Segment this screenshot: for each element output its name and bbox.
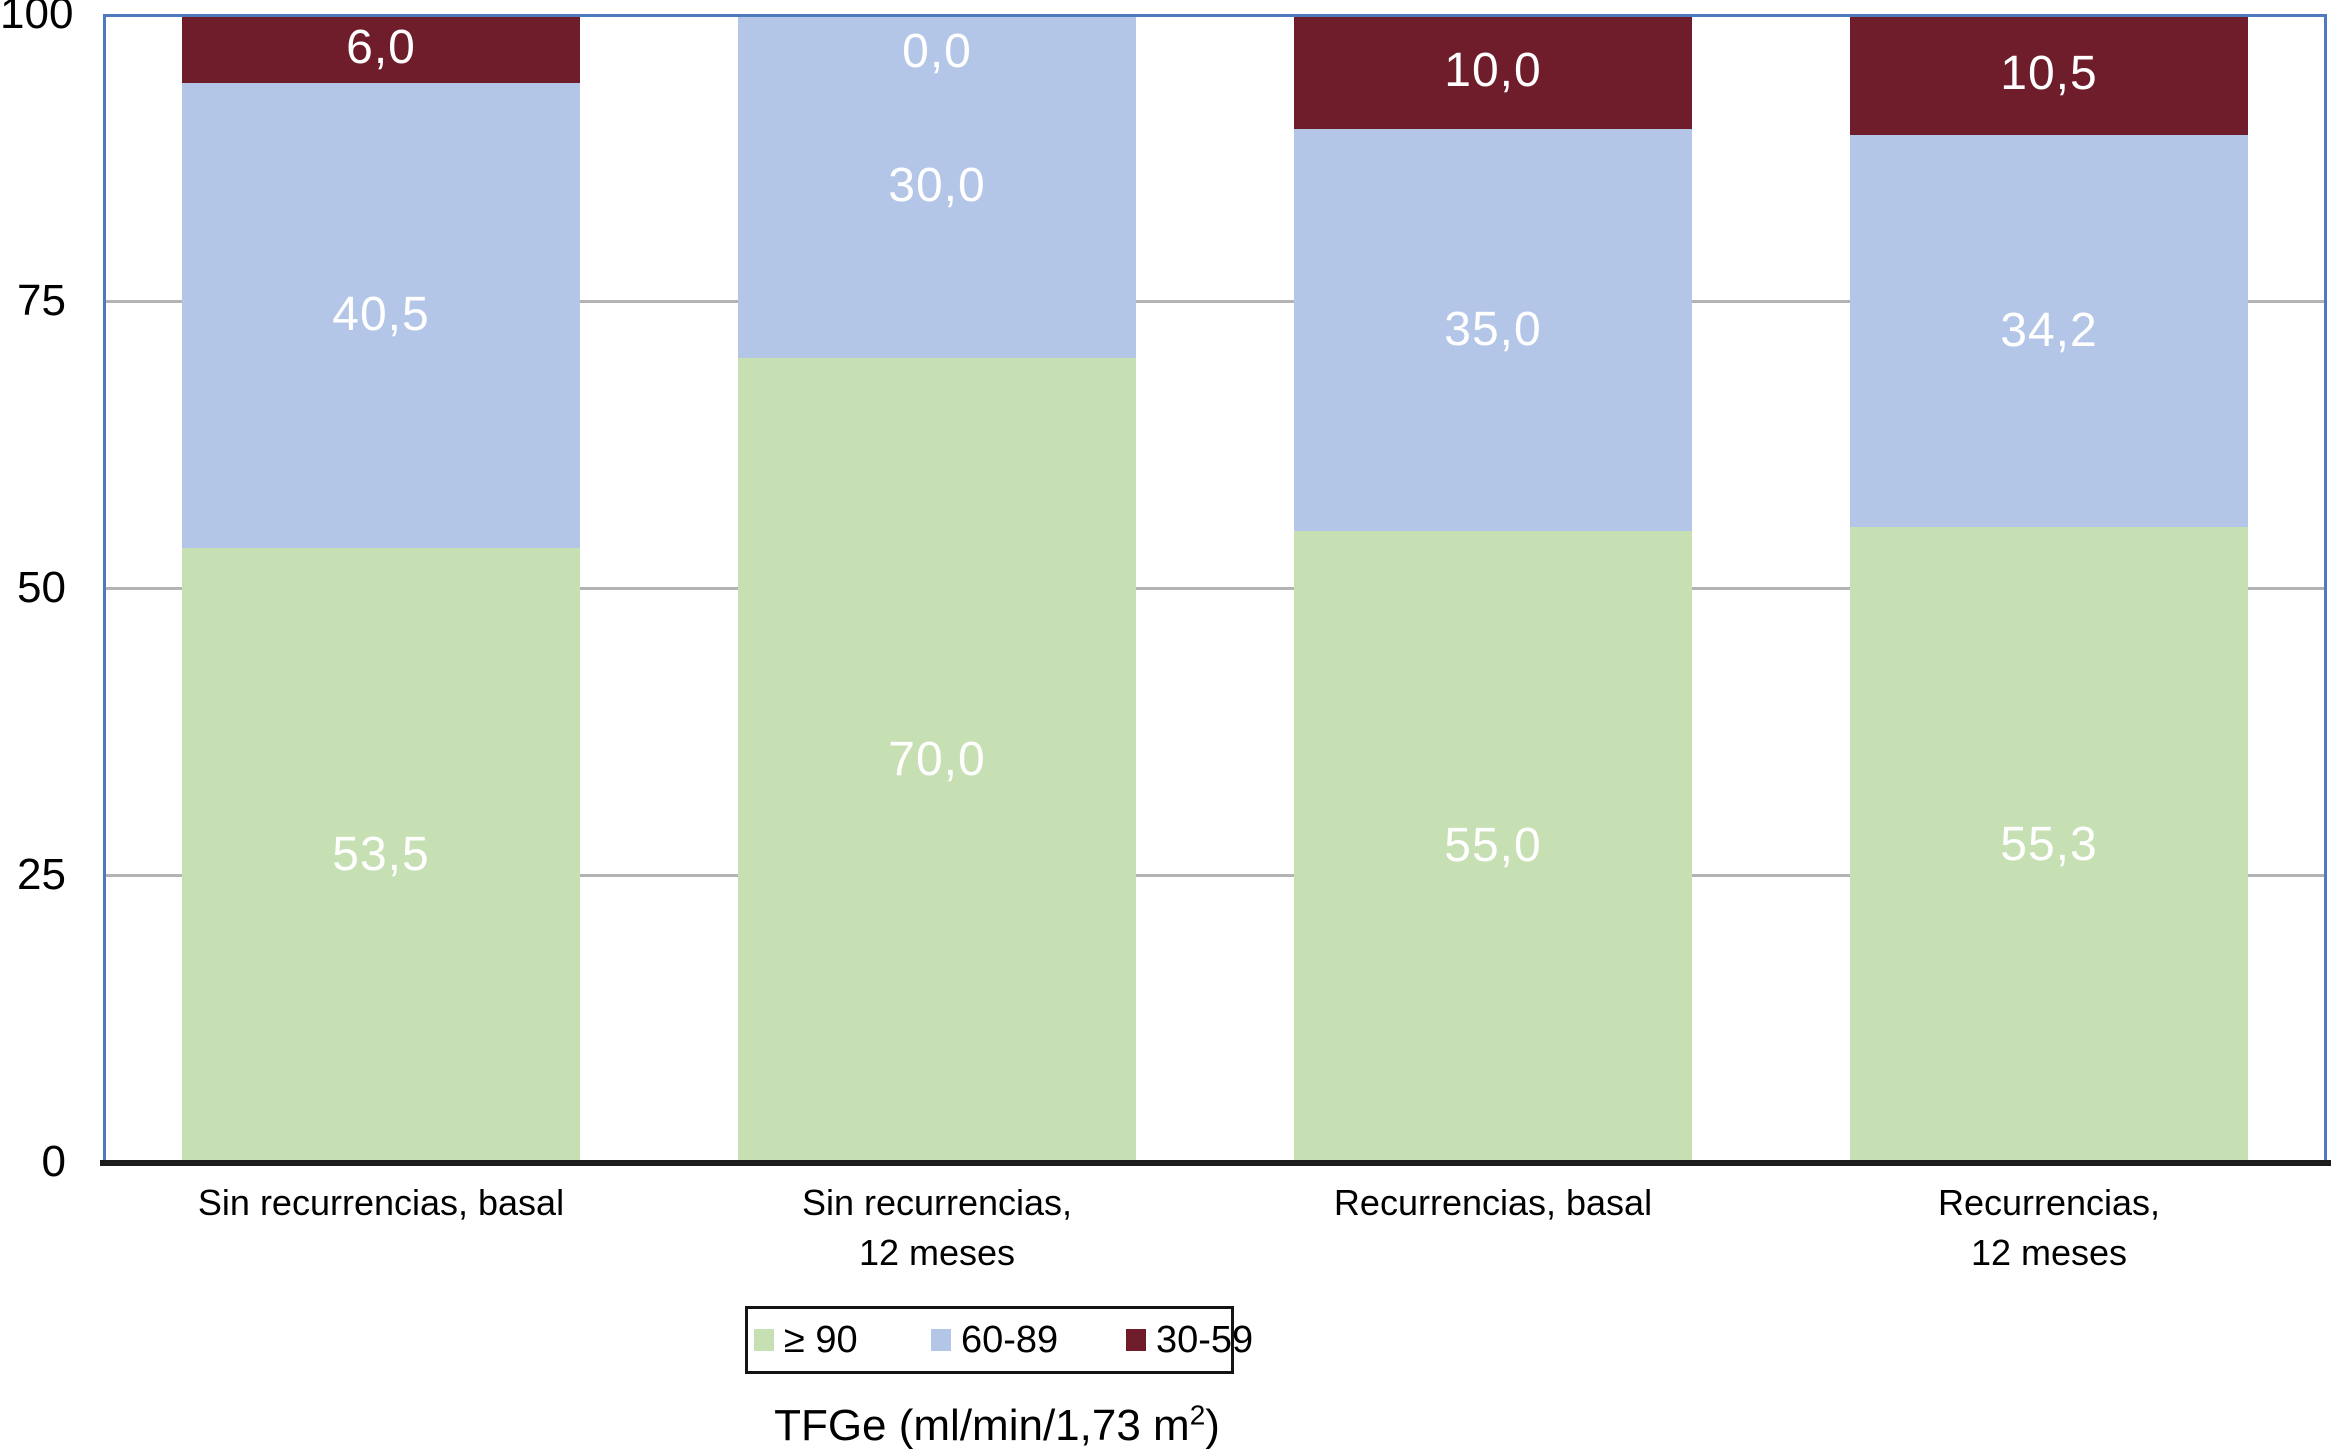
legend-swatch-icon	[1126, 1329, 1146, 1351]
gridline-75	[103, 299, 2327, 303]
bar-segment-cat3-series3	[1294, 14, 1692, 129]
y-tick-label-75: 75	[17, 276, 66, 325]
bar-segment-cat4-series1	[1850, 527, 2248, 1162]
bar-segment-cat3-series2	[1294, 128, 1692, 531]
x-axis-title: TFGe (ml/min/1,73 m2)	[597, 1400, 1397, 1452]
legend-box: ≥ 90 60-89 30-59	[745, 1306, 1253, 1374]
bar-segment-cat4-series3	[1850, 14, 2248, 135]
bar-value-label: 70,0	[888, 733, 986, 787]
bar-value-label: 30,0	[888, 159, 986, 213]
x-axis-title-text: TFGe (ml/min/1,73 m	[774, 1401, 1190, 1450]
gridline-50	[103, 586, 2327, 590]
bar-value-label: 10,0	[1444, 44, 1542, 98]
legend-swatch-icon	[931, 1329, 951, 1351]
legend-label: ≥ 90	[784, 1319, 858, 1361]
bar-segment-cat1-series1	[182, 547, 580, 1162]
bar-segment-cat1-series3	[182, 14, 580, 83]
x-axis-title-suffix: )	[1205, 1401, 1220, 1450]
bar-value-label: 0,0	[902, 25, 972, 78]
y-tick-label-50: 50	[17, 563, 66, 612]
x-category-label-3: Recurrencias, basal	[1333, 1182, 1653, 1223]
bar-value-label: 53,5	[332, 827, 430, 881]
gridline-25	[103, 873, 2327, 877]
x-category-label-1: Sin recurrencias, basal	[197, 1182, 565, 1223]
bar-segment-cat2-series2	[738, 14, 1136, 359]
bar-value-label: 6,0	[346, 21, 416, 75]
legend-entry-2: 60-89	[931, 1309, 1058, 1371]
x-category-label-2: Sin recurrencias, 12 meses	[801, 1182, 1073, 1273]
bar-value-label: 55,3	[2000, 817, 2098, 871]
bar-segment-cat3-series1	[1294, 530, 1692, 1162]
bar-value-label: 34,2	[2000, 303, 2098, 357]
legend-swatch-icon	[754, 1329, 774, 1351]
legend-entry-1: ≥ 90	[754, 1309, 858, 1371]
y-tick-label-0: 0	[41, 1137, 66, 1186]
y-tick-label-100: 100	[0, 0, 74, 38]
legend-label: 60-89	[961, 1319, 1059, 1361]
x-category-label-4: Recurrencias, 12 meses	[1937, 1182, 2161, 1273]
bar-segment-cat1-series2	[182, 82, 580, 548]
legend-entry-3: 30-59	[1126, 1309, 1253, 1371]
bar-value-label: 55,0	[1444, 819, 1542, 873]
x-axis-title-superscript: 2	[1189, 1399, 1206, 1431]
bar-segment-cat4-series2	[1850, 134, 2248, 528]
y-tick-label-25: 25	[17, 850, 66, 899]
bar-value-label: 35,0	[1444, 302, 1542, 356]
legend-label: 30-59	[1156, 1319, 1254, 1361]
x-axis-line	[100, 1160, 2331, 1166]
bar-value-label: 10,5	[2000, 47, 2098, 101]
bar-value-label: 40,5	[332, 288, 430, 342]
bar-segment-cat2-series1	[738, 358, 1136, 1162]
